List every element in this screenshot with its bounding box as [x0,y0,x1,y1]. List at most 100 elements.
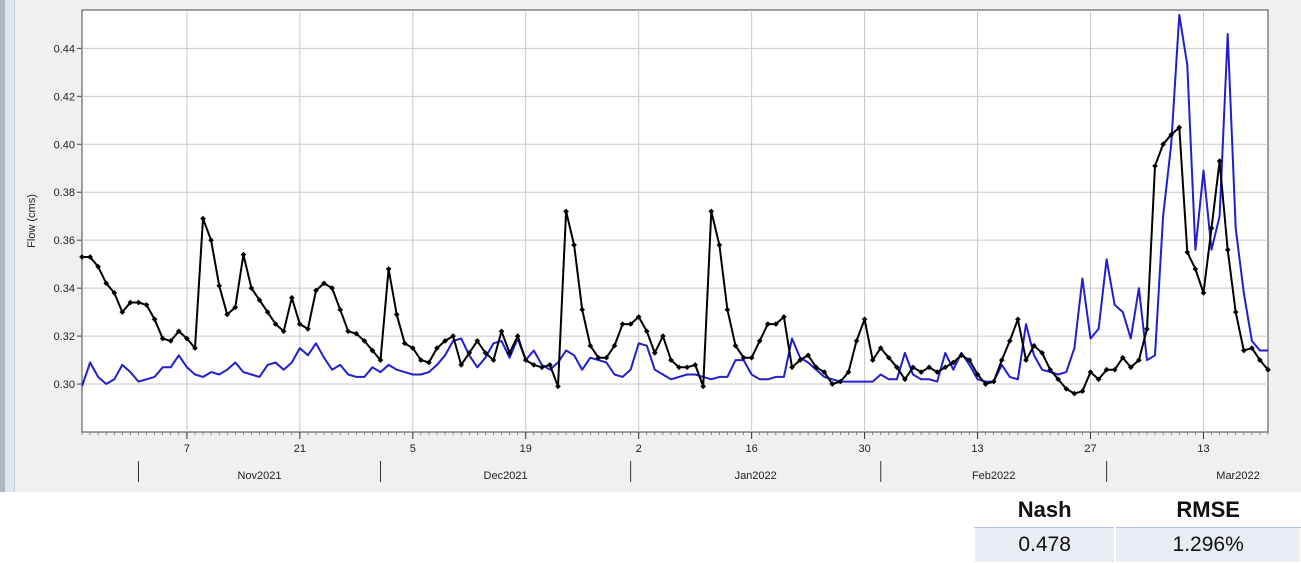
observed-point [1160,141,1166,148]
observed-point [175,328,182,335]
observed-point [651,350,658,356]
observed-point [966,357,973,363]
y-tick-label: 0.40 [54,139,75,151]
observed-point [1136,357,1142,363]
observed-point [345,328,352,335]
x-tick-label: 5 [410,443,416,455]
observed-point [385,266,392,272]
observed-point [950,359,957,366]
observed-point [958,352,965,359]
observed-point [224,311,231,318]
observed-point [934,369,941,375]
observed-point [885,354,892,361]
observed-point [877,345,884,351]
observed-point [1095,376,1102,383]
y-tick-label: 0.38 [54,187,75,199]
x-tick-label: 19 [520,443,532,455]
y-tick-label: 0.32 [54,331,75,343]
observed-point [127,299,134,306]
observed-point [1232,309,1239,315]
observed-point [216,282,223,289]
observed-point [1224,246,1231,253]
observed-point [369,347,376,354]
observed-point [143,302,150,308]
x-tick-label: 7 [184,443,190,455]
observed-point [1103,366,1110,373]
observed-point [1176,124,1183,131]
observed-point [708,208,715,215]
observed-point [418,357,424,363]
observed-point [1031,342,1037,349]
observed-point [982,381,989,387]
observed-point [837,378,844,385]
observed-point [506,350,513,356]
observed-point [627,321,634,327]
y-tick-label: 0.34 [54,283,75,295]
observed-point [990,378,997,385]
simulated-flow-line [82,13,1268,387]
observed-point [902,376,908,383]
observed-point [563,208,569,215]
observed-point [789,364,795,371]
observed-point [337,306,344,313]
observed-point [264,309,271,315]
observed-point [482,350,489,356]
observed-point [1152,163,1158,169]
observed-point [450,333,456,339]
observed-point [393,311,400,318]
observed-point [248,285,255,291]
observed-point [942,364,949,371]
observed-point [595,354,602,361]
observed-point [192,345,198,351]
observed-point [587,342,594,349]
observed-point [167,338,174,344]
observed-point [974,371,981,378]
observed-point [1055,376,1062,383]
observed-point [442,338,448,344]
observed-point [1208,225,1215,232]
y-tick-label: 0.36 [54,235,75,247]
observed-point [184,335,190,342]
observed-point [643,328,650,335]
observed-point [361,338,368,344]
observed-point [635,314,642,320]
observed-point [208,237,214,244]
observed-point [1184,249,1191,256]
x-tick-label: 27 [1084,443,1096,455]
window-side-bar [5,0,15,492]
observed-point [426,359,432,366]
observed-point [829,381,836,387]
observed-point [571,242,577,248]
observed-point [773,321,779,327]
observed-point [853,338,860,344]
y-tick-label: 0.30 [54,379,75,391]
observed-point [619,321,626,327]
stats-table: Nash RMSE 0.478 1.296% [974,492,1301,563]
observed-point [1192,266,1199,272]
observed-point [87,254,93,260]
y-tick-label: 0.44 [54,43,75,55]
observed-point [1257,357,1263,363]
observed-point [103,280,110,287]
observed-point [1168,131,1175,138]
observed-point [272,321,279,327]
observed-point [732,342,739,349]
observed-point [748,354,755,361]
observed-point [910,364,916,371]
observed-point [135,299,142,306]
grid-lines [82,10,1268,432]
x-tick-label: 16 [746,443,758,455]
stats-value-row: 0.478 1.296% [974,527,1301,563]
flow-chart: 0.30 0.32 0.34 0.36 0.38 0.40 0.42 0.44 7 21 5 19 2… [26,9,1271,482]
observed-point [1127,364,1134,371]
observed-point [539,364,545,371]
observed-point [1240,347,1247,354]
observed-point [1063,385,1070,392]
x-tick-label: 2 [636,443,642,455]
observed-point [676,364,682,371]
observed-point [530,362,537,368]
observed-point [95,263,101,270]
observed-point [490,357,497,363]
observed-point [684,364,690,371]
observed-point [1144,326,1150,332]
